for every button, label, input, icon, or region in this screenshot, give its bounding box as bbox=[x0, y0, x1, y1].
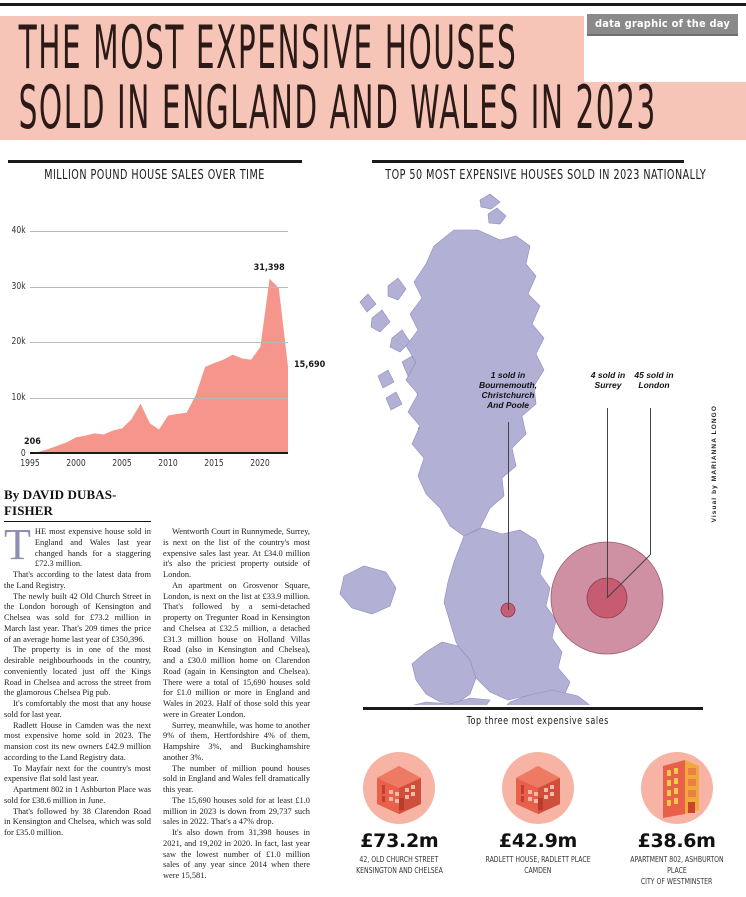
sale-card-address-line: 42, OLD CHURCH STREET bbox=[359, 855, 439, 864]
chart-data-label: 15,690 bbox=[294, 360, 326, 371]
sale-card-address-line: APARTMENT 802, ASHBURTON PLACE bbox=[629, 855, 724, 875]
map-annotation-line: And Poole bbox=[486, 400, 530, 411]
article-paragraph: Apartment 802 in 1 Ashburton Place was s… bbox=[4, 785, 151, 805]
sale-card-address: RADLETT HOUSE, RADLETT PLACE CAMDEN bbox=[474, 855, 602, 877]
article: By DAVID DUBAS-FISHER T HE most expensive… bbox=[4, 487, 316, 891]
sale-card-address: APARTMENT 802, ASHBURTON PLACE CITY OF WE… bbox=[613, 855, 741, 887]
map-annotation-bournemouth: 1 sold in Bournemouth, Christchurch And Poo… bbox=[458, 370, 558, 410]
chart-x-tick: 1995 bbox=[20, 458, 40, 469]
title-line-2: SOLD IN ENGLAND AND WALES IN 2023 bbox=[0, 82, 746, 140]
million-pound-sales-area-chart: 0 10k 20k 30k 40k 1995 2000 2005 2010 2015 2020 206… bbox=[0, 196, 325, 481]
map-annotation-line: 1 sold in bbox=[490, 370, 526, 380]
top-rule bbox=[0, 3, 746, 6]
sale-card: £73.2m 42, OLD CHURCH STREET KENSINGTON AN… bbox=[335, 752, 463, 892]
article-byline: By DAVID DUBAS-FISHER bbox=[4, 487, 151, 522]
article-paragraph: Wentworth Court in Runnymede, Surrey, is… bbox=[163, 527, 310, 579]
top-three-cards: £73.2m 42, OLD CHURCH STREET KENSINGTON AN… bbox=[330, 752, 746, 892]
cards-section-header-text: Top three most expensive sales bbox=[466, 714, 610, 727]
map-section-rule bbox=[372, 160, 684, 163]
article-paragraph: T HE most expensive house sold in England… bbox=[4, 520, 151, 569]
chart-area-series bbox=[30, 278, 288, 454]
article-paragraph: The number of million pound houses sold … bbox=[163, 763, 310, 795]
map-annotation-line: London bbox=[638, 380, 670, 391]
article-dropcap: T bbox=[4, 520, 31, 569]
article-column-1: T HE most expensive house sold in England… bbox=[4, 520, 151, 882]
visual-credit: Visual by MARIANNA LONGO bbox=[711, 405, 718, 523]
uk-landmass bbox=[339, 193, 591, 705]
chart-x-tick: 2010 bbox=[158, 458, 178, 469]
chart-y-tick: 20k bbox=[11, 336, 26, 348]
chart-x-tick: 2015 bbox=[204, 458, 225, 469]
article-paragraph: The 15,690 houses sold for at least £1.0… bbox=[163, 795, 310, 827]
article-paragraph: That's followed by 38 Clarendon Road in … bbox=[4, 806, 151, 838]
article-paragraph: The newly built 42 Old Church Street in … bbox=[4, 591, 151, 644]
chart-data-label: 206 bbox=[24, 436, 41, 447]
chart-x-tick: 2020 bbox=[250, 458, 271, 469]
chart-x-tick: 2005 bbox=[112, 458, 132, 469]
map-annotation-line: Surrey bbox=[594, 380, 622, 391]
title-line-1: THE MOST EXPENSIVE HOUSES bbox=[0, 16, 584, 82]
uk-map-svg bbox=[339, 193, 591, 705]
leader-line-london-diag bbox=[606, 554, 651, 599]
uk-map: 1 sold in Bournemouth, Christchurch And Poo… bbox=[330, 190, 720, 705]
sale-card-address-line: CAMDEN bbox=[524, 865, 552, 875]
house-icon bbox=[363, 752, 436, 824]
chart-gridline bbox=[30, 398, 288, 400]
article-paragraph: To Mayfair next for the country's most e… bbox=[4, 763, 151, 784]
status-badge: data graphic of the day bbox=[586, 14, 738, 36]
map-annotation-line: 4 sold in bbox=[590, 370, 626, 380]
title-line-1-text: THE MOST EXPENSIVE HOUSES bbox=[18, 16, 518, 82]
sale-card-address-line: RADLETT HOUSE, RADLETT PLACE bbox=[485, 855, 591, 864]
chart-section-rule bbox=[8, 160, 302, 163]
article-paragraph: It's comfortably the most that any house… bbox=[4, 699, 151, 719]
sale-card-address: 42, OLD CHURCH STREET KENSINGTON AND CHEL… bbox=[335, 855, 463, 877]
map-bubbles bbox=[500, 541, 664, 655]
article-columns: T HE most expensive house sold in England… bbox=[4, 520, 316, 882]
leader-line-bournemouth bbox=[508, 422, 509, 610]
map-annotation-line: Bournemouth, bbox=[478, 380, 538, 391]
map-annotation-line: 45 sold in bbox=[634, 370, 674, 380]
cards-section-rule bbox=[363, 707, 703, 710]
chart-y-tick: 40k bbox=[11, 224, 26, 236]
sale-card-address-line: KENSINGTON AND CHELSEA bbox=[355, 865, 443, 875]
title-block: THE MOST EXPENSIVE HOUSES SOLD IN ENGLAN… bbox=[0, 16, 746, 140]
sale-card-price: £73.2m bbox=[360, 830, 439, 852]
article-paragraph: That's according to the latest data from… bbox=[4, 570, 151, 590]
map-annotation-line: Christchurch bbox=[481, 390, 535, 401]
sale-card-price: £38.6m bbox=[637, 830, 716, 852]
chart-gridline bbox=[30, 342, 288, 344]
cards-section-header: Top three most expensive sales bbox=[330, 714, 746, 727]
chart-gridline bbox=[30, 286, 288, 288]
map-annotation-surrey: 4 sold in Surrey bbox=[572, 370, 644, 390]
article-paragraph: Surrey, meanwhile, was home to another 9… bbox=[163, 720, 310, 762]
chart-gridline bbox=[30, 230, 288, 232]
chart-x-axis bbox=[30, 452, 288, 454]
leader-line-surrey bbox=[607, 408, 608, 598]
article-paragraph: The property is in one of the most desir… bbox=[4, 645, 151, 698]
article-paragraph: It's also down from 31,398 houses in 202… bbox=[163, 828, 310, 880]
leader-line-london bbox=[650, 408, 651, 555]
sale-card-price: £42.9m bbox=[498, 830, 578, 852]
title-line-2-text: SOLD IN ENGLAND AND WALES IN 2023 bbox=[18, 82, 657, 140]
apartment-block-icon bbox=[640, 752, 713, 824]
chart-y-tick: 0 bbox=[21, 448, 26, 459]
article-paragraph: An apartment on Grosvenor Square, London… bbox=[163, 580, 310, 719]
chart-y-tick: 10k bbox=[11, 392, 26, 404]
house-icon bbox=[501, 752, 574, 824]
chart-section-header: MILLION POUND HOUSE SALES OVER TIME bbox=[8, 168, 302, 183]
chart-y-tick: 30k bbox=[11, 280, 26, 292]
map-annotation-london: 45 sold in London bbox=[618, 370, 690, 390]
map-section-header-text: TOP 50 MOST EXPENSIVE HOUSES SOLD IN 202… bbox=[385, 168, 707, 183]
chart-section-header-text: MILLION POUND HOUSE SALES OVER TIME bbox=[44, 168, 266, 183]
article-column-2: Wentworth Court in Runnymede, Surrey, is… bbox=[163, 527, 310, 882]
chart-data-label: 31,398 bbox=[253, 262, 285, 273]
sale-card: £42.9m RADLETT HOUSE, RADLETT PLACE CAMDEN bbox=[474, 752, 602, 892]
article-paragraph: Radlett House in Camden was the next mos… bbox=[4, 720, 151, 762]
map-section-header: TOP 50 MOST EXPENSIVE HOUSES SOLD IN 202… bbox=[350, 168, 706, 183]
chart-x-tick: 2000 bbox=[66, 458, 86, 469]
chart-area-svg bbox=[30, 278, 288, 454]
sale-card: £38.6m APARTMENT 802, ASHBURTON PLACE CITY… bbox=[613, 752, 741, 892]
sale-card-address-line: CITY OF WESTMINSTER bbox=[640, 876, 713, 886]
